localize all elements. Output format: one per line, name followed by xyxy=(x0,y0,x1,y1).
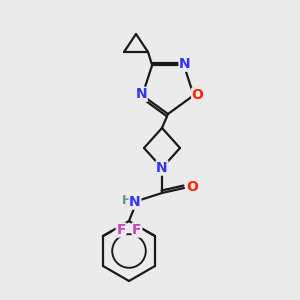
Text: N: N xyxy=(156,161,168,175)
Text: O: O xyxy=(192,88,204,102)
Text: H: H xyxy=(122,194,132,206)
Text: F: F xyxy=(116,223,126,237)
Text: F: F xyxy=(132,223,142,237)
Text: N: N xyxy=(136,87,147,101)
Text: N: N xyxy=(179,57,191,71)
Text: N: N xyxy=(129,195,141,209)
Text: O: O xyxy=(186,180,198,194)
